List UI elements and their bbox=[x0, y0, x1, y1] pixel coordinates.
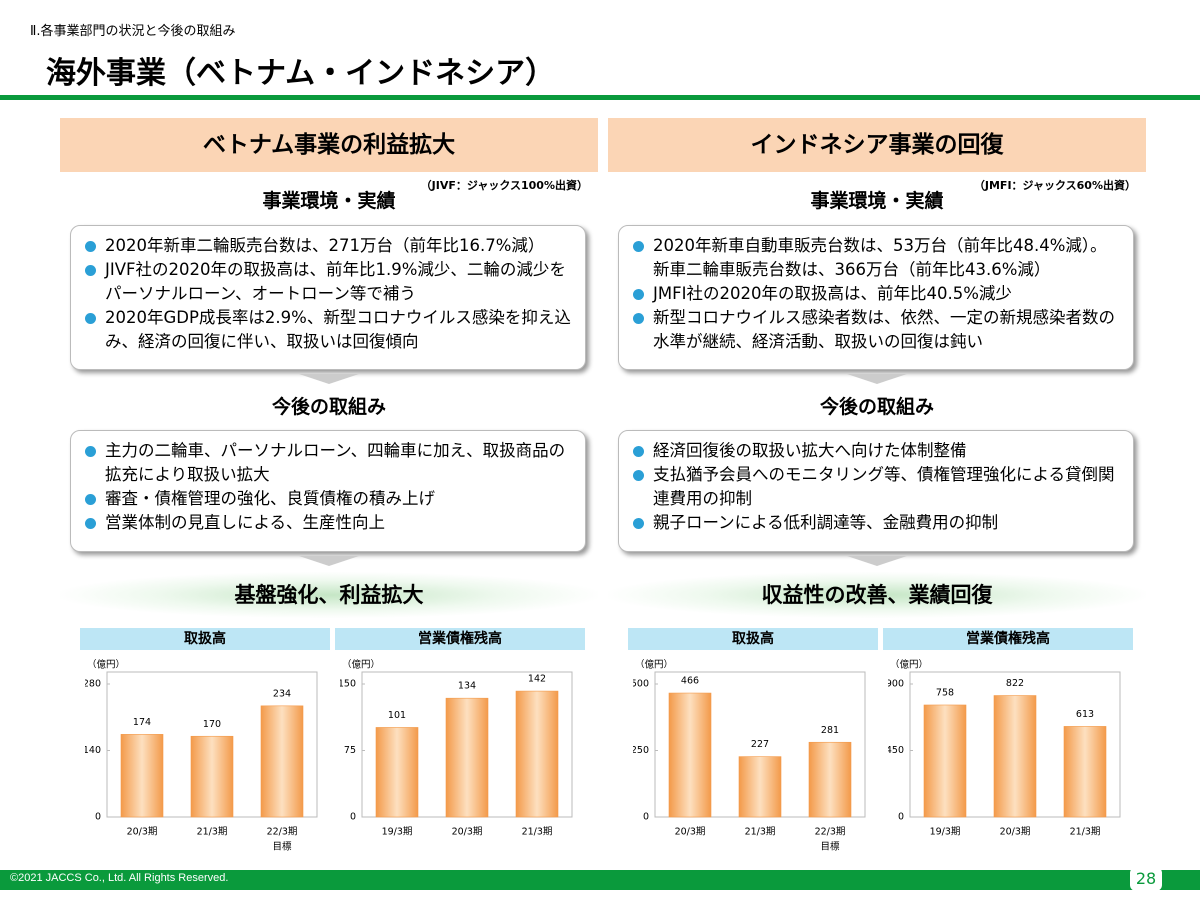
x-tick-note: 目標 bbox=[820, 841, 840, 853]
y-tick-label: 140 bbox=[85, 745, 101, 756]
unit-label: （億円） bbox=[635, 659, 673, 671]
y-tick-label: 250 bbox=[633, 745, 649, 756]
bullet-item: JMFI社の2020年の取扱高は、前年比40.5%減少 bbox=[631, 282, 1121, 306]
bar bbox=[923, 704, 967, 818]
x-tick-label: 19/3期 bbox=[382, 827, 413, 838]
y-tick-label: 900 bbox=[888, 679, 904, 690]
value-label: 142 bbox=[528, 674, 546, 685]
bullet-item: 新型コロナウイルス感染者数は、依然、一定の新規感染者数の水準が継続、経済活動、取… bbox=[631, 306, 1121, 354]
bullet-item: 支払猶予会員へのモニタリング等、債権管理強化による貸倒関連費用の抑制 bbox=[631, 463, 1121, 511]
bullet-item: 2020年GDP成長率は2.9%、新型コロナウイルス感染を抑え込み、経済の回復に… bbox=[83, 306, 573, 354]
env-title: 事業環境・実績 bbox=[810, 190, 944, 212]
footer-bar bbox=[0, 870, 1200, 890]
x-tick-label: 22/3期 bbox=[267, 827, 298, 838]
x-tick-label: 21/3期 bbox=[522, 827, 553, 838]
value-label: 174 bbox=[133, 717, 151, 728]
x-tick-label: 20/3期 bbox=[675, 827, 706, 838]
bullet-item: 営業体制の見直しによる、生産性向上 bbox=[83, 511, 573, 535]
y-tick-label: 450 bbox=[888, 745, 904, 756]
y-tick-label: 0 bbox=[350, 812, 356, 823]
value-label: 758 bbox=[936, 687, 954, 698]
bar bbox=[445, 697, 489, 818]
x-tick-note: 目標 bbox=[272, 841, 292, 853]
panel-heading: ベトナム事業の利益拡大 bbox=[60, 118, 598, 172]
value-label: 234 bbox=[273, 688, 291, 699]
bullet-item: 2020年新車自動車販売台数は、53万台（前年比48.4%減）。新車二輪車販売台… bbox=[631, 234, 1121, 282]
unit-label: （億円） bbox=[87, 659, 125, 671]
bar bbox=[120, 734, 164, 818]
value-label: 227 bbox=[751, 739, 769, 750]
env-title: 事業環境・実績 bbox=[262, 190, 396, 212]
chart-title: 取扱高 bbox=[80, 628, 330, 650]
unit-label: （億円） bbox=[342, 659, 380, 671]
bar bbox=[738, 756, 782, 818]
chart-title: 取扱高 bbox=[628, 628, 878, 650]
bullet-item: 審査・債権管理の強化、良質債権の積み上げ bbox=[83, 487, 573, 511]
bar bbox=[1063, 726, 1107, 818]
y-tick-label: 0 bbox=[95, 812, 101, 823]
value-label: 822 bbox=[1006, 678, 1024, 689]
y-tick-label: 150 bbox=[340, 679, 356, 690]
x-tick-label: 21/3期 bbox=[1070, 827, 1101, 838]
y-tick-label: 0 bbox=[643, 812, 649, 823]
env-box: 2020年新車二輪販売台数は、271万台（前年比16.7%減） JIVF社の202… bbox=[70, 225, 586, 370]
bar bbox=[993, 695, 1037, 818]
pointer bbox=[847, 374, 907, 384]
value-label: 170 bbox=[203, 719, 221, 730]
bullet-item: JIVF社の2020年の取扱高は、前年比1.9%減少、二輪の減少をパーソナルロー… bbox=[83, 258, 573, 306]
plan-title: 今後の取組み bbox=[271, 396, 386, 418]
page-number: 28 bbox=[1130, 867, 1162, 891]
x-tick-label: 20/3期 bbox=[1000, 827, 1031, 838]
bar bbox=[515, 690, 559, 818]
unit-label: （億円） bbox=[890, 659, 928, 671]
page-title: 海外事業（ベトナム・インドネシア） bbox=[46, 56, 556, 91]
bar bbox=[375, 727, 419, 818]
bullet-item: 親子ローンによる低利調達等、金融費用の抑制 bbox=[631, 511, 1121, 535]
y-tick-label: 0 bbox=[898, 812, 904, 823]
value-label: 613 bbox=[1076, 709, 1094, 720]
bar bbox=[808, 741, 852, 818]
bar bbox=[668, 692, 712, 818]
bullet-item: 主力の二輪車、パーソナルローン、四輪車に加え、取扱商品の拡充により取扱い拡大 bbox=[83, 439, 573, 487]
bullet-item: 2020年新車二輪販売台数は、271万台（前年比16.7%減） bbox=[83, 234, 573, 258]
value-label: 101 bbox=[388, 710, 406, 721]
ownership-note: （JIVF：ジャックス100%出資） bbox=[420, 179, 588, 192]
title-rule bbox=[0, 95, 1200, 100]
goal: 収益性の改善、業績回復 bbox=[608, 572, 1146, 618]
plan-box: 主力の二輪車、パーソナルローン、四輪車に加え、取扱商品の拡充により取扱い拡大 審査… bbox=[70, 430, 586, 552]
value-label: 134 bbox=[458, 681, 476, 692]
y-tick-label: 75 bbox=[344, 745, 356, 756]
pointer bbox=[847, 556, 907, 566]
y-tick-label: 500 bbox=[633, 679, 649, 690]
plan-box: 経済回復後の取扱い拡大へ向けた体制整備 支払猶予会員へのモニタリング等、債権管理強… bbox=[618, 430, 1134, 552]
chart: （億円） 0 75 150 101 19/3期 134 20/3期 142 21/3期 bbox=[340, 659, 573, 838]
ownership-note: （JMFI：ジャックス60%出資） bbox=[973, 179, 1136, 192]
x-tick-label: 21/3期 bbox=[197, 827, 228, 838]
bar bbox=[260, 705, 304, 818]
plan-title: 今後の取組み bbox=[819, 396, 934, 418]
x-tick-label: 19/3期 bbox=[930, 827, 961, 838]
value-label: 281 bbox=[821, 725, 839, 736]
x-tick-label: 22/3期 bbox=[815, 827, 846, 838]
y-tick-label: 280 bbox=[85, 679, 101, 690]
env-box: 2020年新車自動車販売台数は、53万台（前年比48.4%減）。新車二輪車販売台… bbox=[618, 225, 1134, 370]
pointer bbox=[299, 374, 359, 384]
copyright: ©2021 JACCS Co., Ltd. All Rights Reserve… bbox=[10, 872, 229, 884]
bar bbox=[190, 735, 234, 818]
goal: 基盤強化、利益拡大 bbox=[60, 572, 598, 618]
x-tick-label: 21/3期 bbox=[745, 827, 776, 838]
chart-title: 営業債権残高 bbox=[335, 628, 585, 650]
bullet-item: 経済回復後の取扱い拡大へ向けた体制整備 bbox=[631, 439, 1121, 463]
chart: （億円） 0 450 900 758 19/3期 822 20/3期 613 21/3期 bbox=[888, 659, 1121, 838]
value-label: 466 bbox=[681, 676, 699, 687]
x-tick-label: 20/3期 bbox=[452, 827, 483, 838]
chart-title: 営業債権残高 bbox=[883, 628, 1133, 650]
panel-heading: インドネシア事業の回復 bbox=[608, 118, 1146, 172]
x-tick-label: 20/3期 bbox=[127, 827, 158, 838]
section-label: Ⅱ.各事業部門の状況と今後の取組み bbox=[30, 24, 236, 39]
pointer bbox=[299, 556, 359, 566]
